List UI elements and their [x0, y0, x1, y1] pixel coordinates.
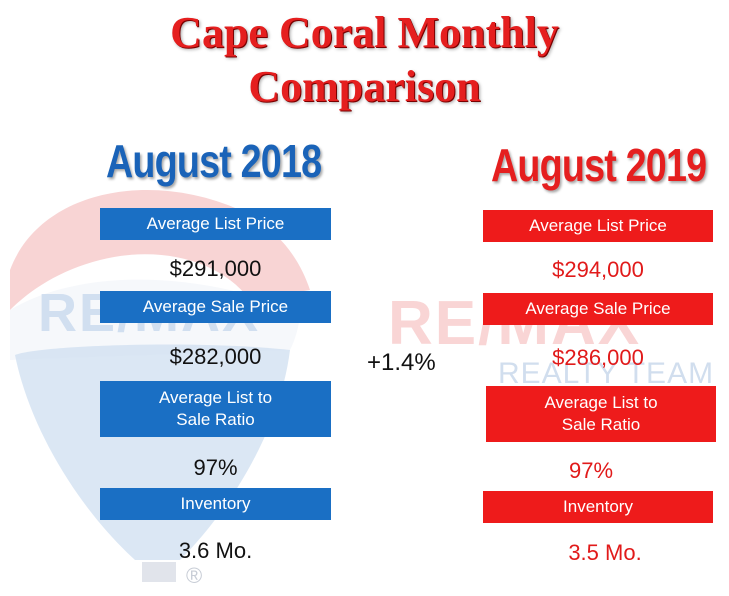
- right-ratio-label: Average List to Sale Ratio: [486, 386, 716, 442]
- right-year-heading: August 2019: [491, 139, 707, 191]
- right-avg-sale-value: $286,000: [552, 345, 644, 370]
- left-inventory-value: 3.6 Mo.: [178, 538, 253, 563]
- page-title-line1: Cape Coral Monthly: [170, 8, 559, 57]
- registered-watermark: ®: [186, 563, 203, 588]
- left-avg-sale-label: Average Sale Price: [100, 291, 331, 323]
- right-ratio-label-line1: Average List to: [544, 393, 658, 412]
- left-avg-list-label: Average List Price: [100, 208, 331, 240]
- right-avg-sale-label: Average Sale Price: [483, 293, 713, 325]
- right-ratio-value: 97%: [568, 458, 614, 483]
- page-title-line2: Comparison: [248, 62, 481, 111]
- left-ratio-value: 97%: [193, 455, 238, 480]
- right-inventory-value: 3.5 Mo.: [568, 540, 642, 565]
- change-percent: +1.4%: [367, 349, 436, 376]
- right-inventory-label: Inventory: [483, 491, 713, 523]
- left-ratio-label-line2: Sale Ratio: [176, 410, 255, 429]
- right-ratio-label-line2: Sale Ratio: [561, 415, 641, 434]
- right-avg-list-value: $294,000: [552, 257, 644, 282]
- balloon-basket: [142, 562, 176, 582]
- right-avg-list-label: Average List Price: [483, 210, 713, 242]
- left-avg-list-value: $291,000: [169, 256, 262, 281]
- left-year-heading: August 2018: [106, 135, 322, 187]
- left-inventory-label: Inventory: [100, 488, 331, 520]
- balloon-bottom-blue-band: [15, 344, 290, 560]
- left-avg-sale-value: $282,000: [169, 344, 262, 369]
- left-ratio-label-line1: Average List to: [158, 388, 273, 407]
- left-ratio-label: Average List to Sale Ratio: [100, 381, 331, 437]
